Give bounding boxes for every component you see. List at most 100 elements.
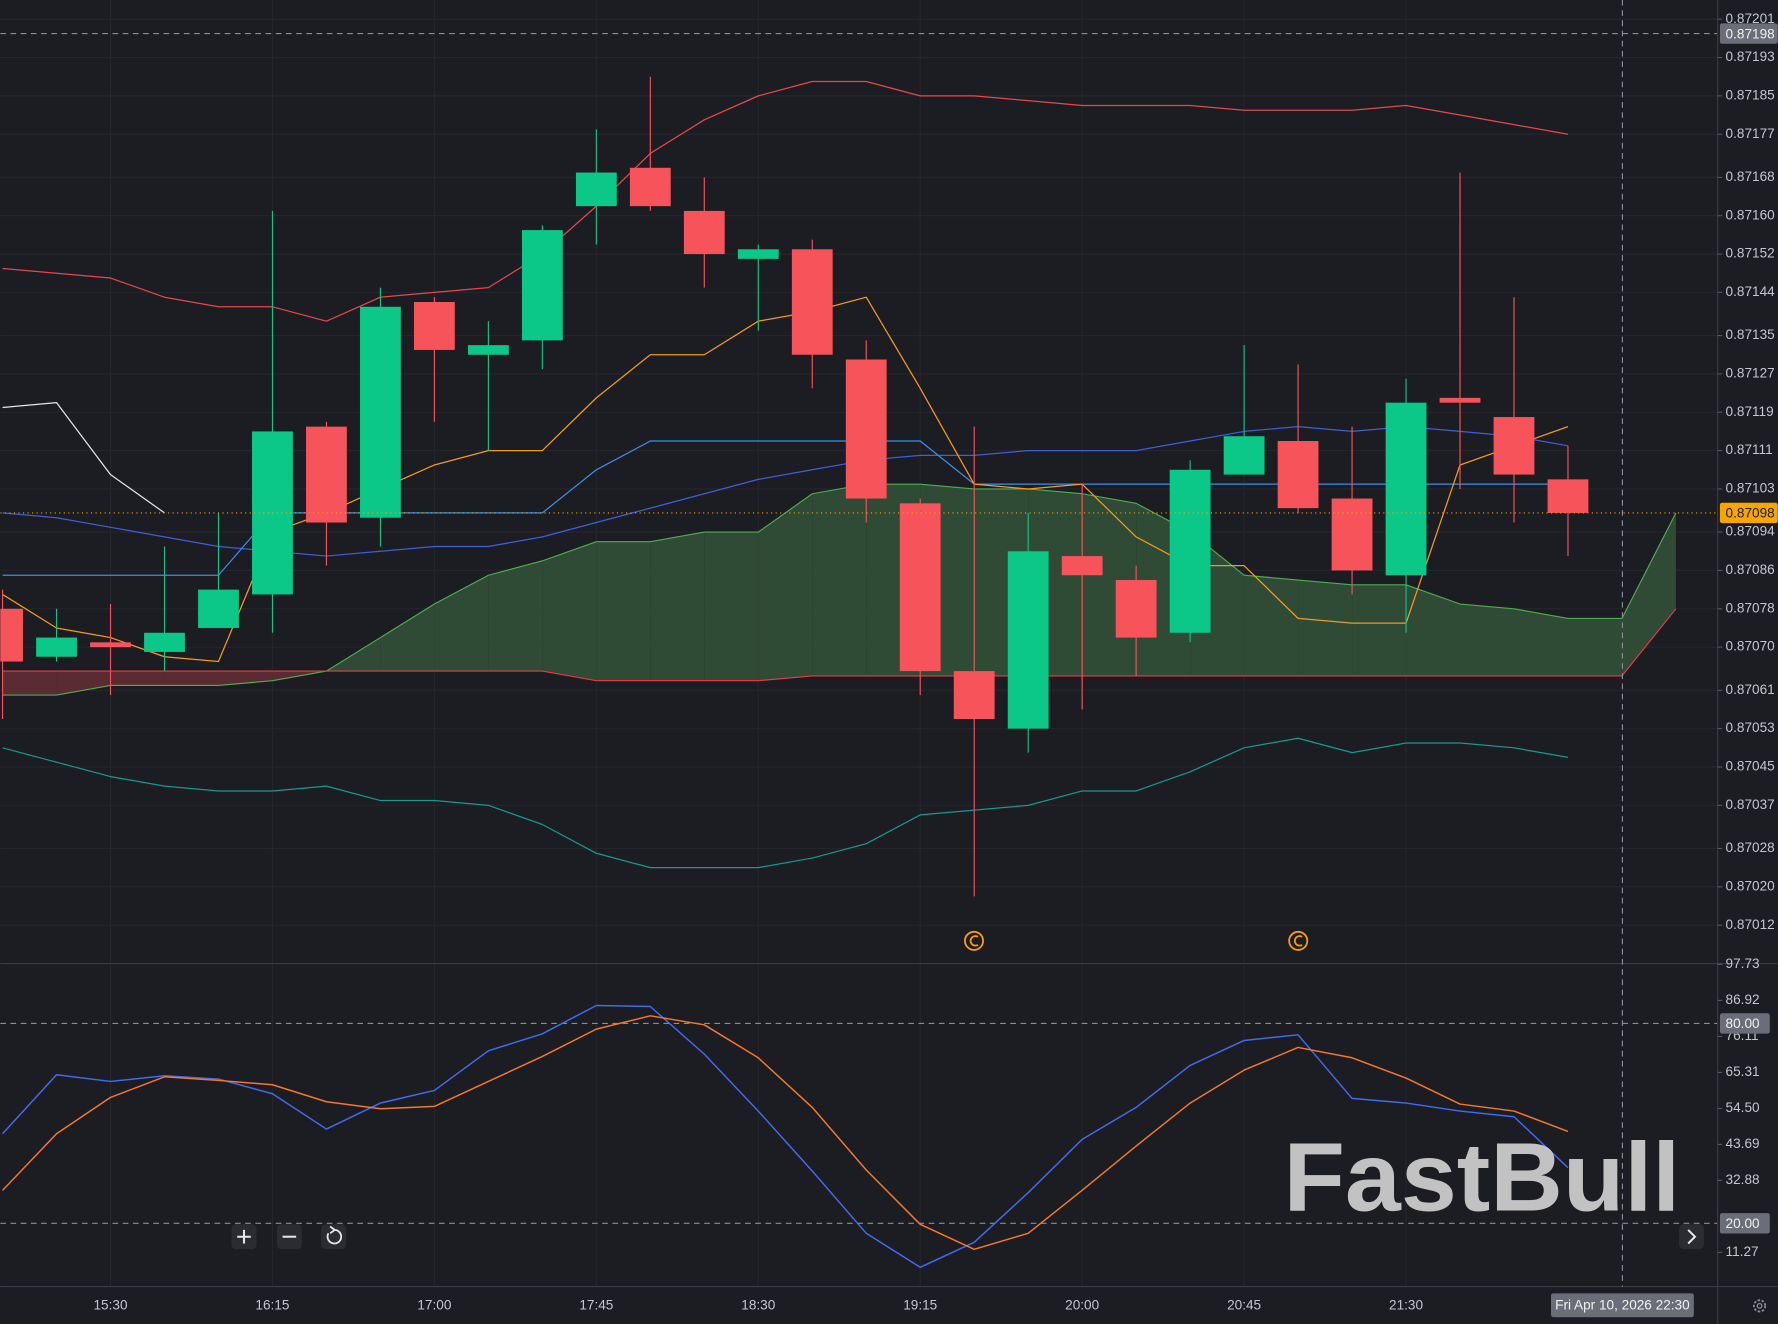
candle-body — [1169, 469, 1211, 633]
x-tick-label: 16:15 — [255, 1297, 289, 1312]
cloud-segment — [596, 541, 651, 681]
zoom-in-button[interactable] — [231, 1224, 257, 1250]
cloud-segment — [488, 560, 543, 672]
candle-body — [845, 359, 887, 499]
reset-button[interactable] — [321, 1224, 347, 1250]
cloud-segment — [380, 604, 435, 672]
candle-body — [737, 249, 779, 259]
candle-body — [198, 589, 239, 628]
candle-body — [1223, 436, 1265, 475]
y-tick-label: 11.27 — [1726, 1244, 1759, 1259]
cloud-segment — [1406, 584, 1461, 676]
candle-body — [36, 637, 77, 657]
candle-body — [306, 426, 347, 523]
crosshair-price-label: 0.87198 — [1726, 26, 1775, 41]
y-tick-label: 86.92 — [1726, 992, 1760, 1007]
cloud-segment — [542, 541, 597, 681]
indicator-line — [2, 737, 1569, 869]
candle-body — [1439, 397, 1481, 403]
candle-body — [1547, 479, 1589, 513]
cloud-segment — [704, 532, 759, 681]
y-tick-label: 0.87028 — [1726, 840, 1775, 855]
candle-body — [683, 210, 725, 255]
cloud-segment — [1621, 512, 1676, 676]
x-tick-label: 21:30 — [1389, 1297, 1423, 1312]
x-tick-label: 15:30 — [93, 1297, 127, 1312]
y-tick-label: 0.87177 — [1726, 126, 1775, 141]
y-tick-label: 0.87078 — [1726, 600, 1775, 615]
y-tick-label: 0.87094 — [1726, 524, 1776, 539]
candle-body — [521, 230, 563, 341]
indicator-line — [2, 80, 1569, 322]
event-marker[interactable] — [964, 930, 984, 951]
level-label: 80.00 — [1726, 1016, 1760, 1031]
crosshair-price-label-box — [1719, 23, 1778, 44]
candle-body — [575, 172, 617, 207]
candle-body — [629, 167, 671, 207]
scroll-right-button[interactable] — [1679, 1224, 1705, 1250]
cloud-segment — [2, 671, 57, 696]
cloud-segment — [1514, 608, 1568, 676]
last-price-label-box — [1719, 502, 1778, 524]
y-tick-label: 0.87152 — [1726, 246, 1775, 261]
y-tick-label: 0.87201 — [1726, 11, 1775, 26]
candle-body — [953, 671, 995, 720]
y-tick-label: 0.87160 — [1726, 207, 1776, 222]
y-tick-label: 0.87020 — [1726, 878, 1776, 893]
zoom-out-button[interactable] — [276, 1224, 302, 1250]
y-tick-label: 0.87061 — [1726, 682, 1775, 697]
cloud-segment — [758, 493, 813, 681]
x-tick-label: 18:30 — [741, 1297, 775, 1312]
y-tick-label: 0.87135 — [1726, 327, 1775, 342]
y-tick-label: 0.87168 — [1726, 169, 1775, 184]
candle-body — [1007, 551, 1049, 729]
cloud-segment — [218, 671, 273, 686]
crosshair-time-label: Fri Apr 10, 2026 22:30 — [1555, 1297, 1690, 1312]
x-tick-label: 17:00 — [417, 1297, 451, 1312]
y-tick-label: 97.73 — [1726, 956, 1760, 971]
candle-body — [791, 249, 833, 355]
cloud-span-b — [2, 608, 1677, 682]
cloud-span-a — [2, 483, 1677, 696]
last-price-label: 0.87098 — [1726, 506, 1775, 521]
watermark: FastBull — [1283, 1122, 1680, 1231]
candle-body — [360, 306, 401, 518]
candle-body — [899, 503, 941, 672]
oscillator-line — [2, 1015, 1569, 1251]
y-tick-label: 0.87053 — [1726, 720, 1775, 735]
cloud-segment — [1298, 580, 1353, 676]
candle-body — [1331, 498, 1373, 571]
candle-body — [90, 642, 131, 648]
y-tick-label: 65.31 — [1726, 1064, 1760, 1079]
cloud-segment — [812, 484, 867, 676]
candle-body — [1385, 402, 1427, 576]
oscillator-line — [2, 1004, 1569, 1269]
candle-body — [1493, 417, 1535, 475]
cloud-segment — [164, 671, 219, 686]
y-tick-label: 0.87012 — [1726, 917, 1775, 932]
x-tick-label: 17:45 — [579, 1297, 613, 1312]
axes: 15:30 16:15 17:00 17:45 18:30 19:15 20:00 20:45… — [93, 11, 1775, 1313]
y-tick-label: 0.87037 — [1726, 797, 1775, 812]
x-tick-label: 19:15 — [903, 1297, 937, 1312]
price-pane — [0, 32, 1718, 897]
event-marker[interactable] — [1288, 930, 1309, 951]
indicator-line — [2, 402, 165, 514]
cloud-segment — [56, 671, 111, 696]
settings-button[interactable] — [1753, 1299, 1767, 1313]
candle-body — [467, 345, 509, 355]
candle-body — [1277, 441, 1319, 509]
y-tick-label: 32.88 — [1726, 1172, 1760, 1187]
y-tick-label: 0.87045 — [1726, 759, 1775, 774]
cloud-segment — [1460, 604, 1515, 676]
cloud-segment — [110, 671, 165, 686]
crosshair-time-box — [1551, 1293, 1694, 1318]
cloud-segment — [1352, 584, 1407, 676]
y-tick-label: 0.87086 — [1726, 562, 1775, 577]
cloud-segment — [1244, 575, 1299, 676]
x-tick-label: 20:00 — [1065, 1297, 1099, 1312]
level-label-box — [1719, 1213, 1770, 1234]
level-label-box — [1719, 1013, 1770, 1034]
